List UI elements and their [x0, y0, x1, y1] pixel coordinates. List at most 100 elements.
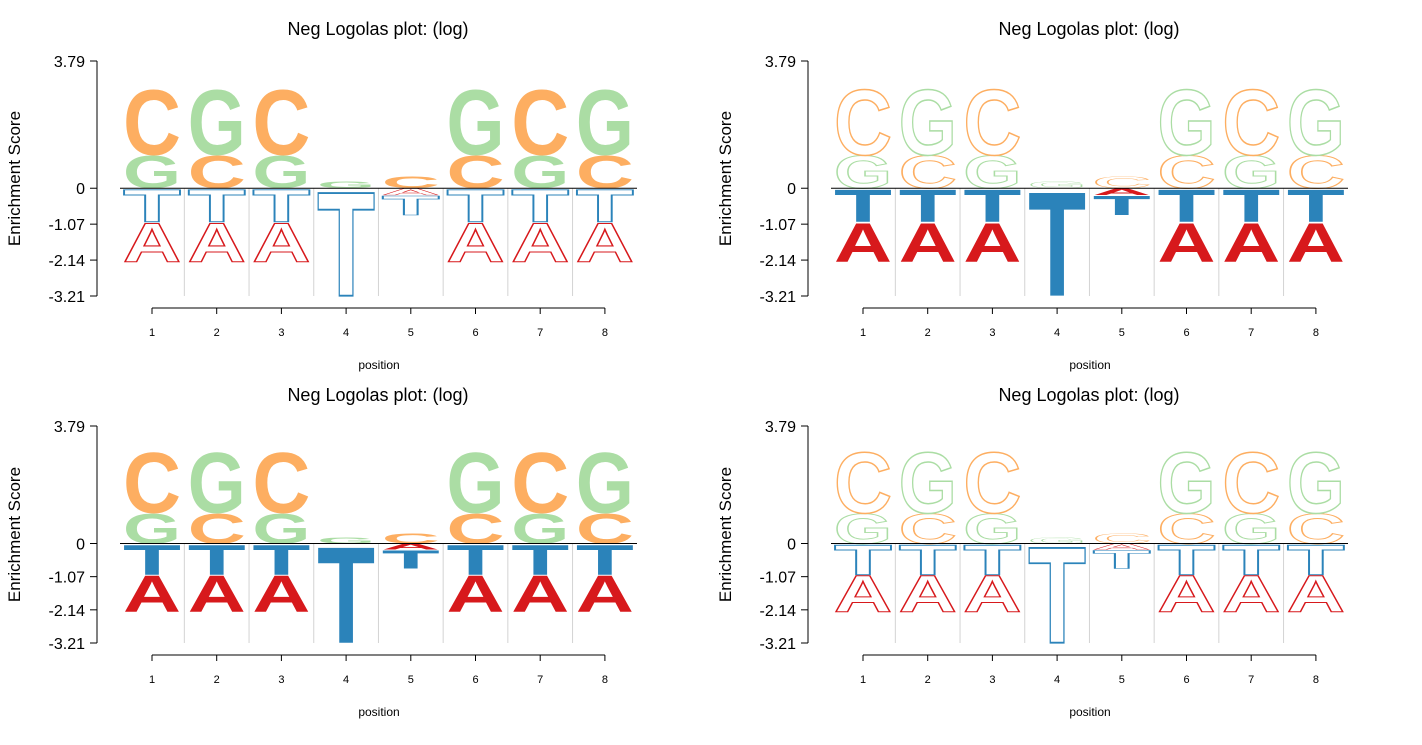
letter: A — [511, 565, 569, 623]
letter: C — [188, 146, 246, 199]
chart-title: Neg Logolas plot: (log) — [998, 19, 1179, 39]
x-axis-label: position — [358, 358, 399, 372]
letter: C — [447, 505, 505, 553]
y-tick-label: -2.14 — [760, 603, 797, 620]
letter: A — [382, 187, 440, 197]
y-tick-label: -2.14 — [49, 603, 86, 620]
letter: A — [123, 212, 181, 274]
letter: A — [188, 565, 246, 623]
y-tick-label: 3.79 — [765, 419, 796, 436]
letter: G — [1222, 146, 1280, 199]
letter: C — [1287, 146, 1345, 199]
x-tick-label: 3 — [989, 327, 995, 339]
letter: G — [576, 435, 634, 531]
letter: G — [447, 435, 505, 531]
letter: C — [899, 146, 957, 199]
letter: T — [317, 518, 375, 673]
letter: C — [963, 71, 1021, 175]
y-tick-label: 3.79 — [54, 419, 85, 436]
letter: G — [576, 71, 634, 175]
letter: T — [317, 161, 375, 328]
letter: C — [899, 505, 957, 553]
letter: A — [382, 542, 440, 552]
x-axis-label: position — [1069, 358, 1110, 372]
letter: G — [123, 505, 181, 553]
y-axis-label: Enrichment Score — [716, 467, 735, 602]
x-tick-label: 8 — [602, 327, 608, 339]
y-axis-label: Enrichment Score — [5, 111, 24, 246]
letter: C — [511, 435, 569, 531]
letter: C — [382, 174, 440, 192]
letter: G — [252, 146, 310, 199]
x-tick-label: 1 — [860, 674, 866, 686]
x-tick-label: 5 — [408, 327, 414, 339]
y-tick-label: 0 — [787, 536, 796, 553]
letter: A — [963, 212, 1021, 274]
x-tick-label: 2 — [214, 674, 220, 686]
letter: G — [123, 146, 181, 199]
y-tick-label: 0 — [76, 181, 85, 198]
letter: G — [1028, 180, 1086, 190]
letter: A — [963, 565, 1021, 623]
letter: C — [188, 505, 246, 553]
x-tick-label: 2 — [214, 327, 220, 339]
x-tick-label: 6 — [472, 327, 478, 339]
x-tick-label: 6 — [1183, 327, 1189, 339]
x-tick-label: 2 — [925, 327, 931, 339]
letter: A — [899, 212, 957, 274]
letter: C — [1093, 174, 1151, 192]
letter: A — [1222, 212, 1280, 274]
x-tick-label: 4 — [1054, 327, 1060, 339]
chart-title: Neg Logolas plot: (log) — [287, 385, 468, 405]
letter: G — [447, 71, 505, 175]
letter: C — [1158, 505, 1216, 553]
letter: A — [576, 565, 634, 623]
letter: T — [382, 190, 440, 221]
letter: G — [1158, 71, 1216, 175]
x-tick-label: 1 — [149, 327, 155, 339]
letter: T — [1028, 161, 1086, 328]
letter: C — [1222, 435, 1280, 531]
x-tick-label: 7 — [537, 674, 543, 686]
letter: C — [252, 435, 310, 531]
letter: G — [188, 435, 246, 531]
x-tick-label: 8 — [1313, 674, 1319, 686]
x-tick-label: 5 — [408, 674, 414, 686]
letter: A — [447, 565, 505, 623]
x-tick-label: 5 — [1119, 327, 1125, 339]
x-tick-label: 6 — [1183, 674, 1189, 686]
y-tick-label: -3.21 — [49, 636, 86, 653]
x-tick-label: 7 — [1248, 674, 1254, 686]
letter: G — [963, 146, 1021, 199]
letter: T — [382, 545, 440, 574]
letter: A — [252, 565, 310, 623]
x-tick-label: 3 — [278, 327, 284, 339]
y-tick-label: -1.07 — [760, 570, 797, 587]
letter: G — [834, 146, 892, 199]
letter: C — [834, 71, 892, 175]
letter: A — [576, 212, 634, 274]
x-tick-label: 3 — [278, 674, 284, 686]
letter: C — [123, 71, 181, 175]
letter: A — [1287, 565, 1345, 623]
letter: C — [511, 71, 569, 175]
x-tick-label: 1 — [149, 674, 155, 686]
y-tick-label: -1.07 — [49, 217, 86, 234]
x-tick-label: 6 — [472, 674, 478, 686]
x-axis-label: position — [1069, 705, 1110, 719]
letter: T — [1093, 545, 1151, 574]
letter: C — [1222, 71, 1280, 175]
letter: G — [1028, 536, 1086, 546]
y-tick-label: -3.21 — [760, 636, 797, 653]
x-tick-label: 4 — [1054, 674, 1060, 686]
letter: T — [1028, 518, 1086, 673]
letter: A — [1222, 565, 1280, 623]
x-tick-label: 7 — [537, 327, 543, 339]
letter: G — [317, 536, 375, 546]
letter: T — [1093, 190, 1151, 221]
letter: A — [123, 565, 181, 623]
letter: G — [188, 71, 246, 175]
y-tick-label: -1.07 — [49, 570, 86, 587]
letter: G — [511, 146, 569, 199]
letter: G — [1287, 71, 1345, 175]
